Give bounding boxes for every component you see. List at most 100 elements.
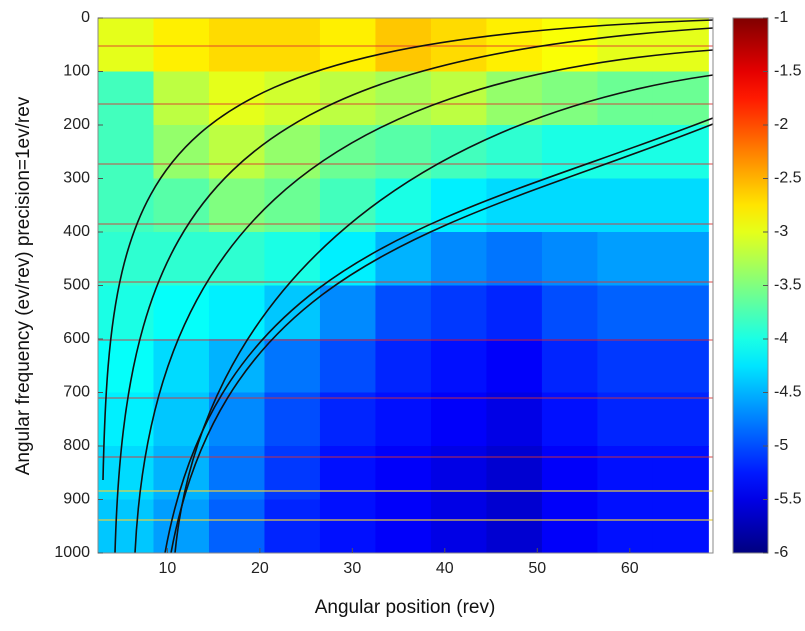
heat-cell: [98, 71, 154, 126]
colorbar-tick-label: -1.5: [774, 63, 802, 80]
heat-cell: [597, 71, 654, 126]
heat-cell: [486, 232, 543, 286]
colorbar-tick-label: -6: [774, 544, 788, 561]
heat-cell: [652, 18, 709, 72]
heat-cell: [652, 125, 709, 179]
curve: [174, 74, 714, 554]
heat-cell: [597, 339, 654, 393]
heat-cell: [541, 392, 598, 447]
y-tick-label: 200: [63, 116, 90, 133]
heat-cell: [98, 125, 154, 179]
heat-cell: [208, 446, 265, 500]
y-tick-label: 700: [63, 384, 90, 401]
colorbar-tick-label: -5.5: [774, 491, 802, 508]
heat-cell: [541, 71, 598, 126]
heat-cell: [319, 71, 376, 126]
heat-cell: [430, 339, 487, 393]
y-tick-label: 600: [63, 330, 90, 347]
heat-cell: [486, 125, 543, 179]
heat-cell: [98, 499, 154, 554]
heat-cell: [208, 125, 265, 179]
heat-cell: [486, 18, 543, 72]
y-tick-label: 300: [63, 170, 90, 187]
heat-cell: [319, 18, 376, 72]
heat-cell: [98, 392, 154, 447]
heat-cell: [319, 125, 376, 179]
heat-cell: [375, 392, 432, 447]
heat-cell: [541, 125, 598, 179]
heat-cell: [264, 446, 321, 500]
heat-cell: [597, 499, 654, 554]
curve: [170, 123, 714, 554]
heat-cell: [652, 446, 709, 500]
heat-cell: [153, 71, 210, 126]
heat-cell: [375, 339, 432, 393]
heat-cell: [652, 392, 709, 447]
colorbar-tick-label: -4: [774, 330, 788, 347]
heat-cell: [153, 392, 210, 447]
heat-cell: [375, 285, 432, 340]
heat-cell: [153, 446, 210, 500]
heat-cell: [652, 285, 709, 340]
y-tick-label: 500: [63, 277, 90, 294]
heat-cell: [541, 232, 598, 286]
y-tick-label: 0: [81, 9, 90, 26]
curve: [102, 19, 714, 481]
x-tick-label: 60: [621, 560, 639, 577]
curve: [164, 117, 714, 554]
colorbar-tick-label: -3.5: [774, 277, 802, 294]
heat-cell: [319, 446, 376, 500]
heat-cell: [319, 339, 376, 393]
colorbar: [732, 17, 769, 554]
heat-cell: [264, 18, 321, 72]
heat-cell: [430, 392, 487, 447]
heat-cell: [597, 285, 654, 340]
heat-cell: [375, 499, 432, 554]
heat-cell: [208, 71, 265, 126]
heat-cell: [430, 499, 487, 554]
heat-cell: [486, 339, 543, 393]
heat-cell: [430, 285, 487, 340]
heat-cell: [541, 339, 598, 393]
colorbar-tick-label: -2.5: [774, 170, 802, 187]
heat-cell: [319, 285, 376, 340]
heat-cell: [319, 392, 376, 447]
colorbar-tick-label: -5: [774, 437, 788, 454]
x-tick-label: 50: [528, 560, 546, 577]
y-tick-label: 800: [63, 437, 90, 454]
heat-cell: [597, 125, 654, 179]
colorbar-tick-label: -3: [774, 223, 788, 240]
heat-cell: [208, 499, 265, 554]
y-tick-label: 900: [63, 491, 90, 508]
x-tick-label: 20: [251, 560, 269, 577]
heat-cell: [541, 499, 598, 554]
y-tick-label: 100: [63, 63, 90, 80]
x-tick-label: 40: [436, 560, 454, 577]
x-axis-label: Angular position (rev): [315, 597, 496, 618]
heat-cell: [541, 446, 598, 500]
heat-cell: [541, 285, 598, 340]
heat-cell: [208, 285, 265, 340]
heat-cell: [98, 285, 154, 340]
heat-cell: [430, 18, 487, 72]
x-tick-label: 10: [158, 560, 176, 577]
heat-cell: [597, 232, 654, 286]
heat-cell: [264, 499, 321, 554]
heat-cell: [486, 392, 543, 447]
curves: [98, 19, 714, 554]
heat-cell: [652, 339, 709, 393]
heat-cell: [375, 125, 432, 179]
heat-cell: [652, 232, 709, 286]
heat-cell: [652, 499, 709, 554]
heat-cell: [153, 18, 210, 72]
y-tick-label: 1000: [54, 544, 90, 561]
heat-cell: [375, 232, 432, 286]
heat-cell: [597, 18, 654, 72]
heat-cell: [319, 499, 376, 554]
colorbar-tick-label: -4.5: [774, 384, 802, 401]
y-tick-label: 400: [63, 223, 90, 240]
heat-cell: [319, 232, 376, 286]
heat-cell: [153, 232, 210, 286]
heat-cell: [264, 392, 321, 447]
